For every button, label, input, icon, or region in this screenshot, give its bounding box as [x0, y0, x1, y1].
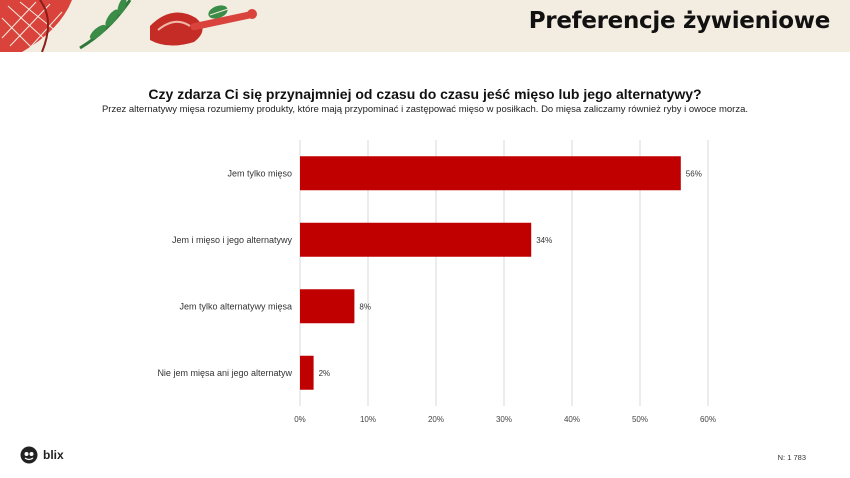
- x-tick-label: 10%: [360, 415, 376, 424]
- bar: [300, 355, 314, 390]
- data-label: 34%: [536, 236, 552, 245]
- bar: [300, 289, 355, 324]
- herb-stem: [79, 0, 132, 50]
- category-label: Jem tylko alternatywy mięsa: [179, 301, 292, 311]
- category-label: Jem tylko mięso: [227, 168, 292, 178]
- data-label: 56%: [686, 169, 702, 178]
- blix-logo: blix: [20, 446, 64, 464]
- category-label: Nie jem mięsa ani jego alternatyw: [157, 368, 292, 378]
- data-label: 2%: [319, 369, 331, 378]
- x-tick-label: 30%: [496, 415, 512, 424]
- x-tick-label: 0%: [294, 415, 306, 424]
- sample-size: N: 1 783: [777, 453, 806, 462]
- bar-chart: 0% 10% 20% 30% 40% 50% 60% Jem tylko mięso 56% Je…: [157, 140, 716, 424]
- category-label: Jem i mięso i jego alternatywy: [172, 235, 293, 245]
- survey-note: Przez alternatywy mięsa rozumiemy produk…: [101, 104, 749, 115]
- logo-text: blix: [43, 448, 64, 462]
- bar: [300, 222, 532, 257]
- x-tick-label: 60%: [700, 415, 716, 424]
- data-label: 8%: [359, 302, 371, 311]
- header-banner: Preferencje żywieniowe: [0, 0, 850, 52]
- x-tick-label: 50%: [632, 415, 648, 424]
- bar: [300, 156, 681, 191]
- blix-logo-icon: [20, 446, 38, 464]
- survey-question: Czy zdarza Ci się przynajmniej od czasu …: [148, 86, 702, 102]
- food-illustration: [0, 0, 257, 52]
- x-tick-label: 40%: [564, 415, 580, 424]
- ham-illustration: [0, 0, 72, 52]
- meat-illustration: [150, 12, 203, 46]
- x-tick-label: 20%: [428, 415, 444, 424]
- page-title: Preferencje żywieniowe: [528, 8, 831, 34]
